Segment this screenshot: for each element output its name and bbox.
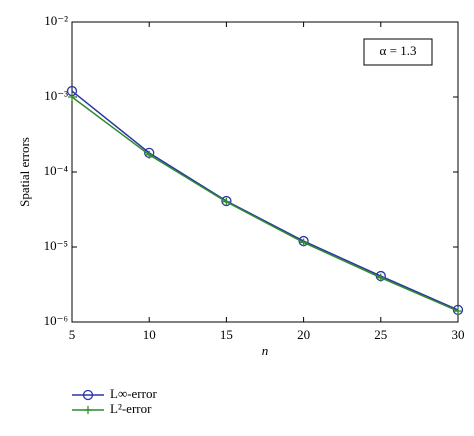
x-tick-label: 25 [374, 327, 387, 342]
data-point [222, 197, 231, 206]
y-tick-label: 10⁻⁴ [44, 163, 69, 178]
x-tick-label: 10 [143, 327, 156, 342]
x-tick-label: 30 [452, 327, 465, 342]
legend-marker [84, 406, 92, 414]
plot-frame [71, 21, 459, 323]
annotation-box [363, 38, 433, 66]
y-tick-label: 10⁻⁶ [44, 313, 68, 328]
x-tick-label: 20 [297, 327, 310, 342]
x-tick-label: 15 [220, 327, 233, 342]
data-point [376, 273, 385, 282]
annotation: α = 1.3 [380, 43, 417, 58]
series-line [71, 90, 459, 311]
series-line [71, 96, 459, 312]
y-tick-label: 10⁻⁵ [44, 238, 68, 253]
y-tick-label: 10⁻² [44, 13, 68, 28]
x-axis-label: n [262, 343, 269, 358]
legend-label: L∞-error [110, 386, 157, 401]
legend-marker [82, 389, 94, 401]
y-tick-label: 10⁻³ [44, 88, 68, 103]
data-point [68, 93, 76, 101]
legend-label: L²-error [110, 401, 152, 416]
data-point [299, 238, 308, 247]
data-point [454, 307, 462, 316]
y-axis-label: Spatial errors [17, 137, 32, 207]
x-tick-label: 5 [69, 327, 76, 342]
data-point [145, 150, 154, 159]
